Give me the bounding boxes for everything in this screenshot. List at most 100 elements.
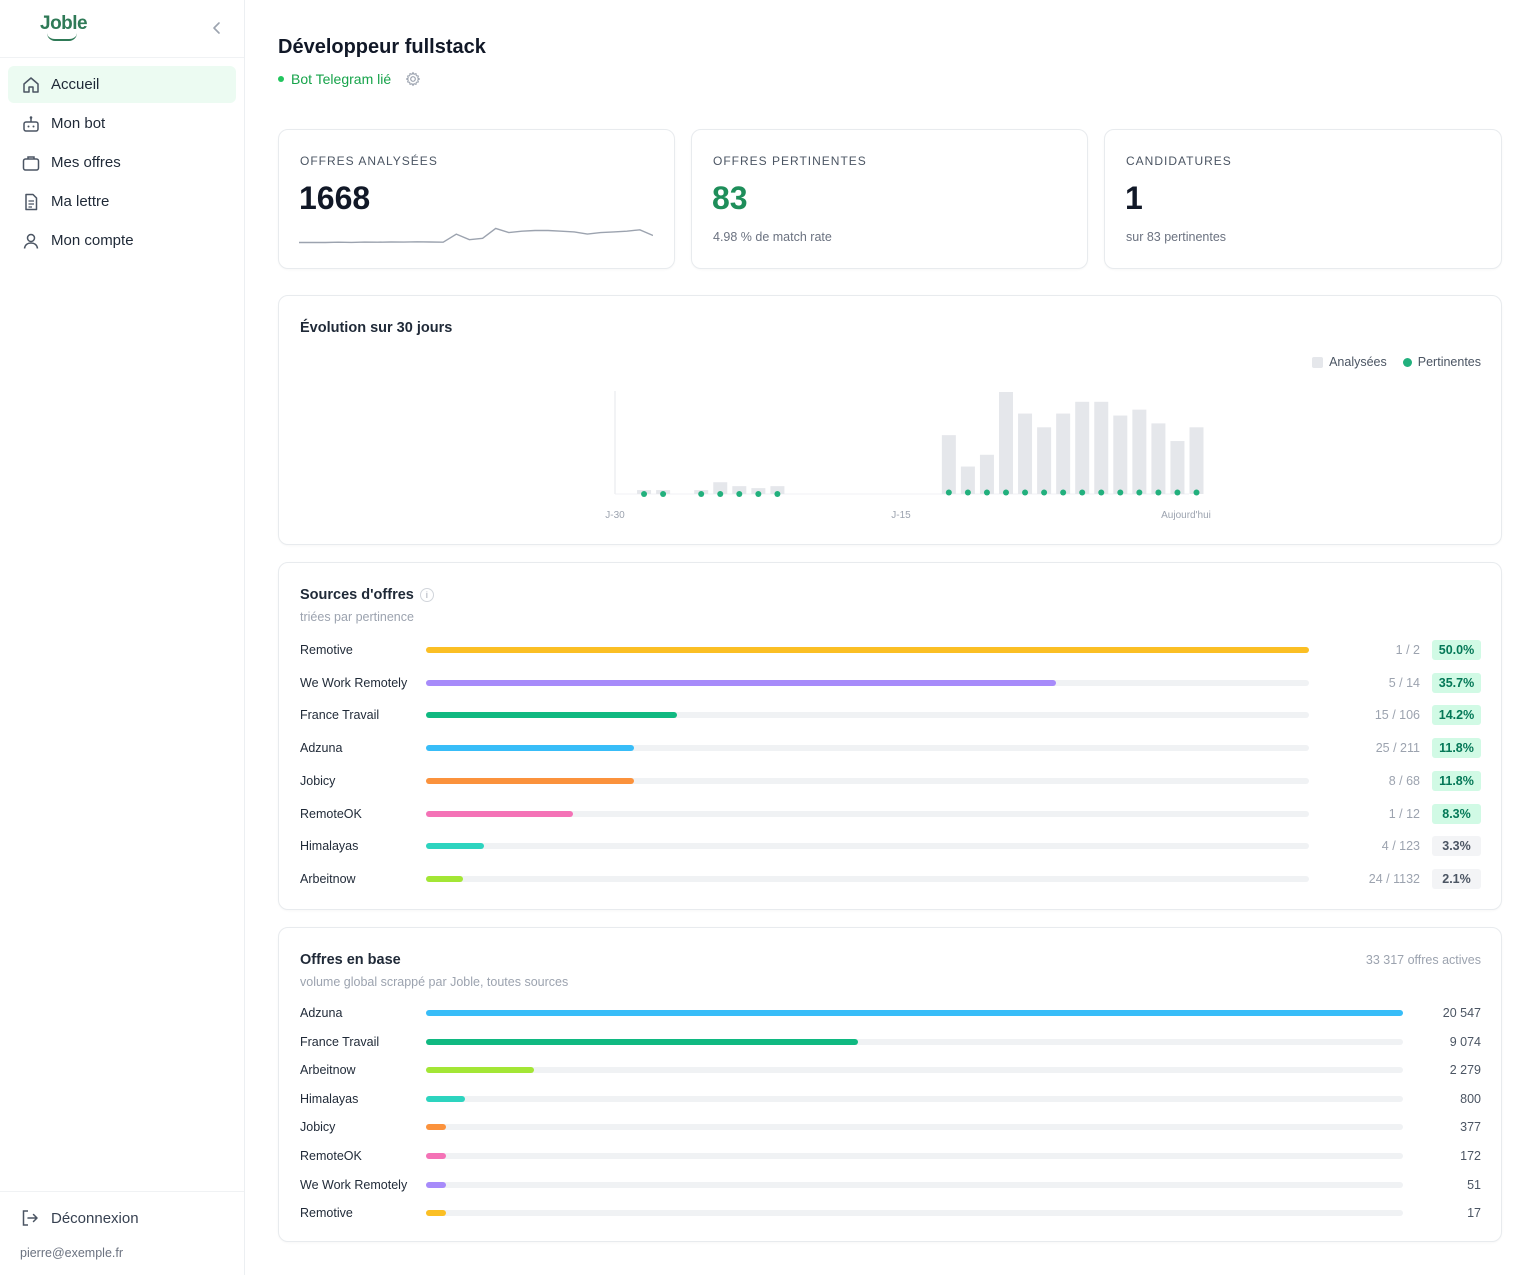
sidebar-footer: Déconnexion pierre@exemple.fr (0, 1191, 244, 1260)
base-bar-track (426, 1010, 1403, 1016)
user-email: pierre@exemple.fr (20, 1246, 124, 1260)
sparkline-path (299, 227, 653, 244)
source-bar-fill (426, 712, 677, 719)
base-bar-fill (426, 1124, 446, 1131)
sidebar-item-label: Accueil (51, 76, 100, 93)
point-relevant (1174, 489, 1181, 496)
base-source-name: Jobicy (300, 1120, 336, 1135)
point-relevant (1117, 489, 1124, 496)
point-relevant (1098, 489, 1105, 496)
sidebar-nav: Accueil Mon bot Mes offres Ma lettre Mon… (8, 66, 236, 261)
kpi-label: CANDIDATURES (1126, 154, 1232, 168)
x-tick-label: J-15 (891, 510, 911, 521)
base-title: Offres en base (300, 952, 401, 968)
logo[interactable]: Joble (40, 13, 88, 34)
source-bar-fill (426, 679, 1057, 686)
legend-relevant: Pertinentes (1402, 355, 1481, 369)
point-relevant (964, 489, 971, 496)
source-ratio: 1 / 2 (1395, 643, 1420, 657)
document-icon (21, 192, 41, 212)
sources-title: Sources d'offres i (300, 587, 434, 603)
base-row: Himalayas 800 (300, 1090, 1481, 1108)
sparkline (299, 227, 653, 244)
base-bar-track (426, 1067, 1403, 1074)
point-relevant (1003, 489, 1009, 496)
base-bar-fill (426, 1095, 466, 1102)
base-bar-fill (426, 1038, 858, 1045)
kpi-subtext: sur 83 pertinentes (1126, 230, 1227, 244)
point-relevant (1041, 489, 1048, 496)
kpi-value: 1 (1125, 180, 1143, 216)
base-bar-fill (426, 1210, 446, 1217)
base-card: Offres en base volume global scrappé par… (278, 927, 1502, 1242)
base-source-count: 800 (1460, 1091, 1481, 1106)
source-ratio: 5 / 14 (1388, 675, 1420, 690)
sidebar-header: Joble (0, 0, 244, 58)
sidebar-item-label: Ma lettre (51, 193, 110, 210)
source-name: Remotive (300, 643, 353, 657)
base-bar-track (426, 1181, 1403, 1188)
sidebar-item-accueil[interactable]: Accueil (8, 66, 236, 103)
base-source-count: 20 547 (1442, 1006, 1481, 1020)
sources-subtitle: triées par pertinence (300, 610, 414, 624)
sidebar-item-mon-bot[interactable]: Mon bot (8, 105, 236, 142)
bar-analysed (1151, 423, 1166, 494)
briefcase-icon (21, 153, 41, 173)
bar-analysed (960, 466, 975, 494)
bar-analysed (941, 435, 956, 494)
kpi-card-relevant: OFFRES PERTINENTES 83 4.98 % de match ra… (691, 129, 1088, 269)
bar-analysed (1056, 413, 1071, 494)
source-ratio: 1 / 12 (1388, 806, 1420, 821)
point-relevant (717, 491, 724, 497)
base-bar-track (426, 1124, 1403, 1131)
sidebar-item-ma-lettre[interactable]: Ma lettre (8, 183, 236, 220)
base-source-name: Remotive (300, 1206, 353, 1221)
info-icon[interactable]: i (419, 588, 434, 602)
sources-title-text: Sources d'offres (300, 587, 414, 603)
base-source-name: RemoteOK (300, 1149, 362, 1163)
active-offers-count: 33 317 offres actives (1365, 953, 1481, 967)
home-icon (21, 75, 41, 95)
source-match-rate: 11.8% (1432, 738, 1481, 759)
source-bar-track (426, 745, 1309, 752)
sources-card: Sources d'offres i triées par pertinence … (278, 562, 1502, 910)
kpi-label: OFFRES PERTINENTES (713, 154, 867, 168)
point-relevant (1022, 489, 1029, 496)
sidebar-item-mes-offres[interactable]: Mes offres (8, 144, 236, 181)
sidebar-item-mon-compte[interactable]: Mon compte (8, 222, 236, 259)
source-ratio: 4 / 123 (1381, 839, 1420, 854)
base-source-count: 51 (1467, 1177, 1481, 1192)
bar-analysed (770, 486, 785, 494)
source-bar-fill (426, 647, 1309, 653)
point-relevant (1060, 489, 1067, 496)
source-bar-track (426, 712, 1309, 719)
logout-button[interactable]: Déconnexion (20, 1208, 139, 1228)
legend-analysed: Analysées (1312, 355, 1387, 369)
legend-swatch (1402, 357, 1412, 367)
source-bar-track (426, 810, 1309, 817)
source-bar-track (426, 843, 1309, 850)
x-tick-label: Aujourd'hui (1161, 510, 1211, 521)
evolution-title: Évolution sur 30 jours (300, 320, 453, 336)
source-bar-fill (426, 777, 635, 784)
gear-icon[interactable] (405, 71, 421, 87)
base-subtitle: volume global scrappé par Joble, toutes … (300, 975, 569, 989)
logout-icon (20, 1208, 40, 1228)
bar-analysed (1075, 401, 1090, 494)
base-row: We Work Remotely 51 (300, 1176, 1481, 1194)
point-relevant (1193, 489, 1200, 496)
bar-analysed (1018, 413, 1033, 494)
base-source-count: 377 (1460, 1120, 1481, 1135)
point-relevant (660, 491, 667, 497)
kpi-label: OFFRES ANALYSÉES (300, 154, 438, 168)
base-bar-track (426, 1210, 1403, 1217)
bar-analysed (1113, 415, 1128, 494)
source-bar-fill (426, 810, 573, 817)
source-row: RemoteOK 1 / 12 8.3% (300, 803, 1481, 824)
point-relevant (698, 491, 705, 497)
bar-analysed (1132, 409, 1147, 494)
source-match-rate: 14.2% (1432, 705, 1481, 726)
logout-label: Déconnexion (51, 1209, 139, 1227)
kpi-card-analysed: OFFRES ANALYSÉES 1668 (278, 129, 675, 269)
collapse-sidebar-icon[interactable] (208, 18, 226, 38)
